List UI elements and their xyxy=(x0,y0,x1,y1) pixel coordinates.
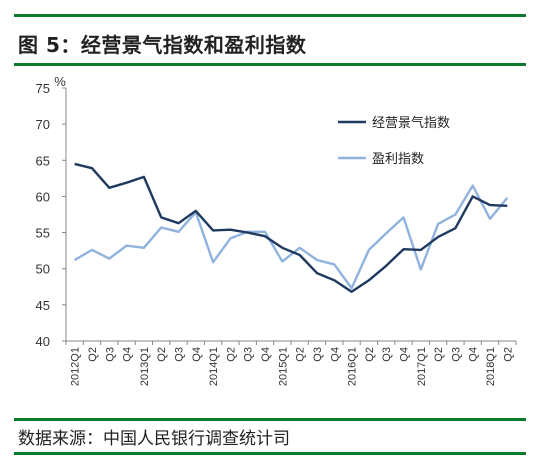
y-axis-ticks: 40 45 50 55 60 65 70 75% xyxy=(36,74,67,349)
x-tick-label: 2017Q1 xyxy=(416,347,428,386)
y-tick-label: 70 xyxy=(36,117,50,132)
y-tick-label: 75 xyxy=(36,81,50,96)
bottom-rule xyxy=(14,418,526,421)
x-tick-label: 2012Q1 xyxy=(70,347,82,386)
series-lines xyxy=(74,162,509,293)
x-tick-label: Q4 xyxy=(399,347,411,362)
series-line-1 xyxy=(74,162,508,293)
x-tick-label: Q4 xyxy=(122,347,134,362)
y-tick-label: 60 xyxy=(36,189,50,204)
y-tick-label: 40 xyxy=(36,334,50,349)
x-tick-label: Q2 xyxy=(156,347,168,362)
source-note: 数据来源：中国人民银行调查统计司 xyxy=(18,429,290,449)
x-tick-label: Q3 xyxy=(450,347,462,362)
x-tick-label: Q2 xyxy=(225,347,237,362)
y-tick-label: 55 xyxy=(36,226,50,241)
footer-rule xyxy=(14,452,526,455)
top-rule xyxy=(14,14,526,17)
x-tick-label: Q4 xyxy=(191,347,203,362)
x-tick-label: Q3 xyxy=(104,347,116,362)
x-tick-label: 2018Q1 xyxy=(485,347,497,386)
x-tick-label: 2016Q1 xyxy=(347,347,359,386)
x-tick-label: 2013Q1 xyxy=(139,347,151,386)
x-tick-label: 2014Q1 xyxy=(208,347,220,386)
x-tick-label: Q4 xyxy=(468,347,480,362)
y-tick-label: 45 xyxy=(36,298,50,313)
x-tick-label: Q2 xyxy=(87,347,99,362)
x-tick-label: Q3 xyxy=(381,347,393,362)
x-tick-label: Q2 xyxy=(502,347,514,362)
y-tick-label: 50 xyxy=(36,262,50,277)
x-tick-label: Q2 xyxy=(364,347,376,362)
x-axis-ticks: 2012Q1 Q2 Q3 Q4 2013Q1 Q2 Q3 Q4 2014Q1 Q2 Q3 Q4 2015… xyxy=(65,341,517,386)
legend-label-2: 盈利指数 xyxy=(372,152,424,167)
x-tick-label: Q2 xyxy=(295,347,307,362)
x-tick-label: 2015Q1 xyxy=(277,347,289,386)
y-axis-unit: % xyxy=(54,74,66,89)
legend-label-1: 经营景气指数 xyxy=(372,115,450,131)
x-tick-label: Q2 xyxy=(433,347,445,362)
x-tick-label: Q4 xyxy=(260,347,272,362)
x-tick-label: Q3 xyxy=(174,347,186,362)
page-title: 图 5：经营景气指数和盈利指数 xyxy=(18,33,307,57)
x-tick-label: Q3 xyxy=(312,347,324,362)
series-line-2 xyxy=(74,184,509,290)
y-tick-label: 65 xyxy=(36,153,50,168)
x-tick-label: Q3 xyxy=(243,347,255,362)
title-rule xyxy=(14,63,526,66)
x-tick-label: Q4 xyxy=(329,347,341,362)
